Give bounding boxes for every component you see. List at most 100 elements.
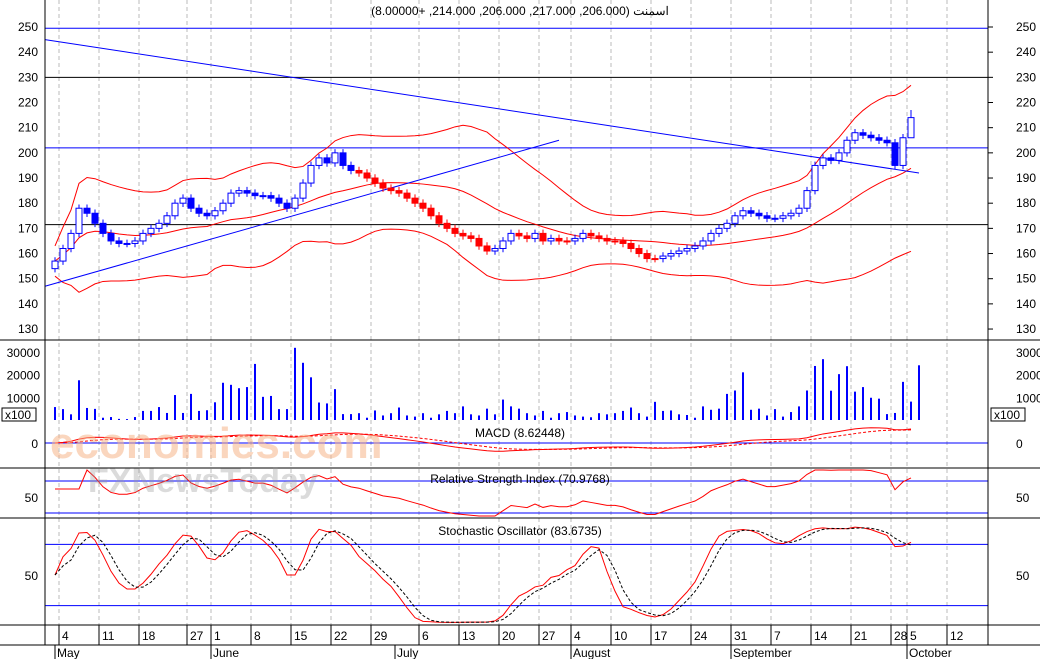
candle-body: [683, 247, 691, 252]
watermark-economies: economies.com: [50, 419, 383, 468]
price-tick-right: 150: [1016, 272, 1036, 286]
candle-body: [659, 255, 667, 260]
candle-body: [587, 232, 595, 237]
candle-body: [171, 202, 179, 217]
price-tick-right: 170: [1016, 221, 1036, 235]
candle-body: [403, 192, 411, 199]
candle-body: [323, 157, 331, 164]
long-moving-average: [44, 39, 920, 174]
candle-body: [851, 132, 859, 141]
candle-body: [107, 232, 115, 242]
candle-body: [539, 232, 547, 242]
price-tick-right: 190: [1016, 171, 1036, 185]
watermark-fxnewstoday: FXNewsToday: [88, 462, 318, 500]
price-tick-left: 200: [18, 146, 38, 160]
rsi-line: [55, 469, 912, 517]
month-label: May: [57, 646, 80, 659]
stochastic-label: Stochastic Oscillator (83.6735): [438, 524, 601, 538]
candle-body: [299, 182, 307, 199]
date-tick-label: 27: [190, 629, 204, 643]
price-tick-right: 140: [1016, 297, 1036, 311]
date-tick-label: 8: [254, 629, 261, 643]
volume-tick-right: 20000: [1016, 369, 1040, 383]
candle-body: [147, 227, 155, 234]
price-tick-left: 240: [18, 45, 38, 59]
candle-body: [435, 215, 443, 224]
month-label: September: [733, 646, 792, 659]
candle-body: [83, 207, 91, 214]
candle-body: [531, 232, 539, 239]
candle-body: [275, 197, 283, 204]
date-tick-label: 17: [654, 629, 668, 643]
price-tick-right: 160: [1016, 247, 1036, 261]
candle-body: [867, 134, 875, 139]
candle-body: [187, 197, 195, 209]
trendline: [44, 139, 560, 287]
candle-body: [859, 132, 867, 136]
price-tick-left: 190: [18, 171, 38, 185]
candle-body: [787, 212, 795, 217]
date-tick-label: 1: [214, 629, 221, 643]
volume-panel: [54, 347, 920, 420]
date-tick-label: 18: [142, 629, 156, 643]
price-tick-left: 210: [18, 121, 38, 135]
candle-body: [603, 237, 611, 242]
rsi-tick-right: 50: [1016, 491, 1030, 505]
date-tick-label: 4: [574, 629, 581, 643]
price-tick-left: 170: [18, 221, 38, 235]
candle-body: [499, 240, 507, 249]
stochastic-tick-right: 50: [1016, 569, 1030, 583]
price-tick-right: 130: [1016, 322, 1036, 336]
price-tick-right: 220: [1016, 96, 1036, 110]
price-tick-left: 130: [18, 322, 38, 336]
price-tick-right: 210: [1016, 121, 1036, 135]
date-tick-label: 6: [422, 629, 429, 643]
candle-body: [259, 195, 267, 198]
price-tick-left: 140: [18, 297, 38, 311]
candle-body: [91, 212, 99, 224]
rsi-tick-left: 50: [25, 491, 39, 505]
candle-body: [547, 237, 555, 242]
month-label: June: [213, 646, 239, 659]
candle-body: [451, 227, 459, 234]
volume-tick-left: 20000: [7, 369, 41, 383]
candle-body: [715, 227, 723, 234]
candle-body: [163, 215, 171, 224]
candle-body: [899, 137, 907, 166]
candle-body: [635, 247, 643, 255]
candle-body: [219, 202, 227, 212]
candle-body: [907, 117, 915, 139]
candle-body: [419, 202, 427, 209]
candle-body: [651, 258, 659, 261]
candle-body: [555, 237, 563, 242]
candle-body: [203, 212, 211, 217]
date-tick-label: 29: [374, 629, 388, 643]
candle-body: [443, 222, 451, 229]
macd-label: MACD (8.62448): [475, 426, 565, 440]
stochastic-k-line: [54, 526, 912, 623]
candle-body: [691, 245, 699, 249]
date-tick-label: 14: [814, 629, 828, 643]
candle-body: [331, 152, 339, 164]
candle-body: [211, 210, 219, 217]
candle-body: [75, 207, 83, 234]
date-tick-label: 4: [62, 629, 69, 643]
bollinger-lower: [54, 228, 912, 293]
price-tick-right: 180: [1016, 196, 1036, 210]
candle-body: [875, 137, 883, 141]
macd-tick-left: 0: [31, 437, 38, 451]
candle-body: [843, 139, 851, 154]
candle-body: [67, 232, 75, 249]
candle-body: [115, 240, 123, 244]
candle-body: [699, 240, 707, 247]
candle-body: [827, 157, 835, 161]
candle-body: [227, 192, 235, 204]
chart-title: اسمنت (206.000, 217.000, 206.000, 214.00…: [371, 4, 669, 18]
candle-body: [179, 197, 187, 204]
candle-body: [811, 164, 819, 192]
candle-body: [675, 250, 683, 255]
date-tick-label: 28: [894, 629, 908, 643]
candle-body: [891, 142, 899, 166]
candle-body: [251, 192, 259, 197]
